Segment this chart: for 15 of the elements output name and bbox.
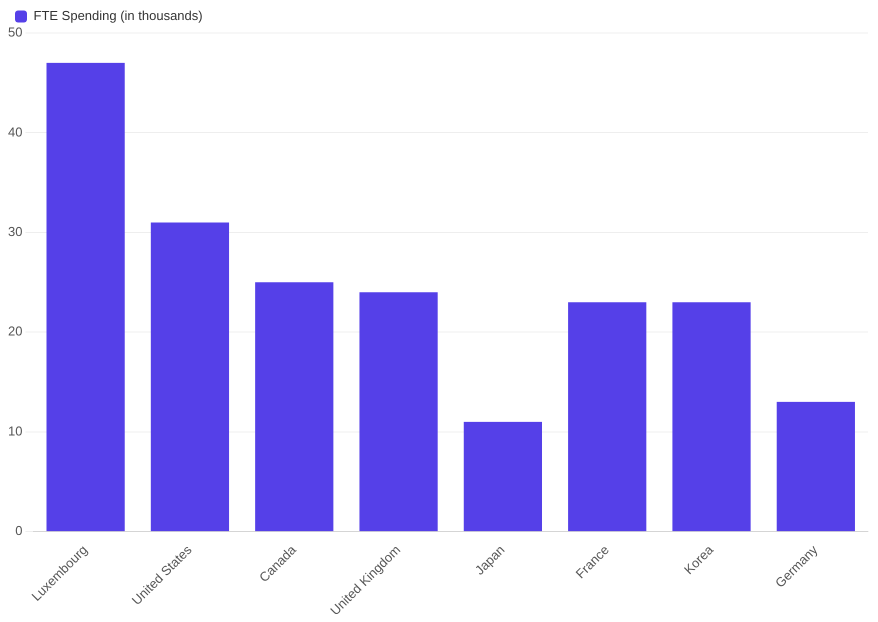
- bar: [568, 302, 646, 532]
- y-tick-label: 0: [15, 523, 22, 538]
- y-tick-label: 50: [8, 24, 22, 40]
- y-tick-label: 20: [8, 324, 22, 339]
- bar: [46, 62, 125, 532]
- bar: [672, 302, 751, 532]
- legend-label: FTE Spending (in thousands): [34, 8, 203, 24]
- bar: [776, 402, 855, 532]
- y-tick-label: 30: [8, 224, 22, 240]
- bar: [150, 222, 230, 532]
- y-tick-label: 10: [8, 423, 22, 438]
- bar: [255, 282, 334, 532]
- bar: [464, 422, 542, 532]
- bar: [359, 292, 438, 532]
- y-tick-label: 40: [8, 124, 22, 140]
